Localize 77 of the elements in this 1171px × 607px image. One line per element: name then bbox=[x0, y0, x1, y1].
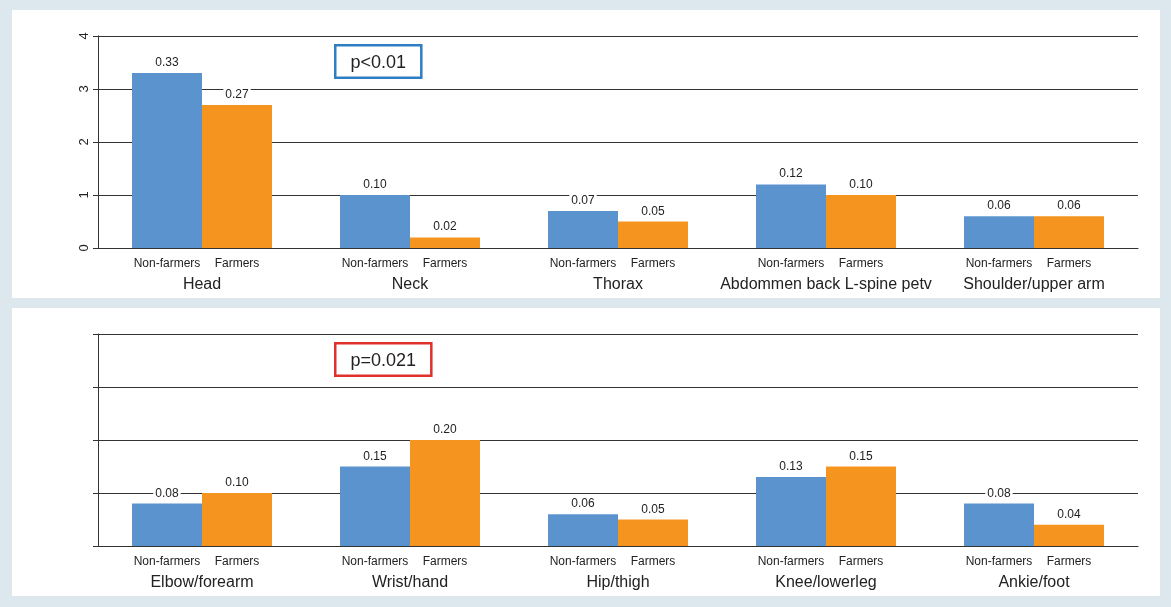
text: Non-farmers bbox=[341, 554, 409, 568]
y2-tick-label: 1 bbox=[76, 191, 91, 199]
bar bbox=[202, 493, 272, 546]
text: Farmers bbox=[422, 554, 468, 568]
x-tick-label: Neck bbox=[391, 274, 430, 292]
data-label: 0.04 bbox=[1057, 506, 1081, 521]
x-tick-label: Ankie/foot bbox=[998, 572, 1071, 590]
text: Farmers bbox=[838, 256, 884, 270]
text: Farmers bbox=[838, 554, 884, 568]
text: Non-farmers bbox=[341, 256, 409, 270]
data-label: 0.06 bbox=[987, 198, 1011, 213]
bar bbox=[756, 184, 826, 248]
bar bbox=[132, 73, 202, 248]
text: Farmers bbox=[422, 256, 468, 270]
text: Non-farmers bbox=[757, 256, 825, 270]
y2-tick-label: 2 bbox=[76, 138, 91, 146]
x-tick-label: Head bbox=[182, 274, 222, 292]
data-label: 0.10 bbox=[225, 475, 249, 489]
text: Farmers bbox=[1046, 554, 1092, 568]
bar bbox=[340, 466, 410, 546]
bar bbox=[618, 221, 688, 248]
data-label: 0.13 bbox=[779, 459, 803, 474]
y2-tick-label: 3 bbox=[76, 85, 91, 93]
series-label: Non-farmers bbox=[133, 554, 201, 568]
bar bbox=[756, 477, 826, 546]
x-tick-label: Thorax bbox=[593, 274, 643, 292]
text: Non-farmers bbox=[757, 554, 825, 568]
bar bbox=[618, 519, 688, 546]
text: Non-farmers bbox=[549, 554, 617, 568]
data-label: 0.06 bbox=[571, 496, 595, 511]
series-label: Non-farmers bbox=[133, 256, 201, 270]
data-label: 0.02 bbox=[433, 219, 457, 234]
data-label: 0.33 bbox=[155, 55, 179, 70]
bar bbox=[548, 514, 618, 546]
annotation: p<0.01 bbox=[350, 51, 407, 72]
series-label: Farmers bbox=[214, 554, 260, 568]
data-label: 0.12 bbox=[779, 166, 803, 181]
data-label: 0.07 bbox=[571, 192, 595, 207]
data-label: 0.10 bbox=[849, 177, 873, 191]
text: Farmers bbox=[630, 256, 676, 270]
text: Farmers bbox=[630, 554, 676, 568]
bar bbox=[410, 440, 480, 546]
data-label: 0.08 bbox=[987, 485, 1011, 500]
x-tick-label: Abdommen back L-spine petv bbox=[720, 274, 932, 292]
bar bbox=[964, 503, 1034, 546]
bar bbox=[826, 195, 896, 248]
bar bbox=[548, 210, 618, 248]
bar bbox=[410, 237, 480, 248]
data-label: 0.27 bbox=[225, 86, 249, 101]
x-tick-label: Knee/lowerleg bbox=[775, 572, 877, 590]
bar bbox=[1034, 216, 1104, 248]
bar bbox=[964, 216, 1034, 248]
text: Non-farmers bbox=[965, 256, 1033, 270]
x-tick-label: Hip/thigh bbox=[586, 572, 650, 590]
data-label: 0.05 bbox=[641, 203, 665, 218]
bar bbox=[202, 104, 272, 248]
annotation: p=0.021 bbox=[350, 349, 417, 370]
bar bbox=[826, 466, 896, 546]
x-tick-label: Elbow/forearm bbox=[150, 572, 254, 590]
series-label: Farmers bbox=[214, 256, 260, 270]
data-label: 0.05 bbox=[641, 501, 665, 516]
data-label: 0.06 bbox=[1057, 198, 1081, 213]
data-label: 0.15 bbox=[363, 448, 387, 463]
bar bbox=[340, 195, 410, 248]
bar bbox=[1034, 524, 1104, 546]
text: Non-farmers bbox=[549, 256, 617, 270]
x-tick-label: Shoulder/upper arm bbox=[963, 274, 1105, 292]
data-label: 0.15 bbox=[849, 448, 873, 463]
text: Non-farmers bbox=[965, 554, 1033, 568]
data-label: 0.20 bbox=[433, 422, 457, 436]
data-label: 0.10 bbox=[363, 177, 387, 191]
data-label: 0.08 bbox=[155, 485, 179, 500]
x-tick-label: Wrist/hand bbox=[371, 572, 449, 590]
y2-tick-label: 4 bbox=[76, 32, 91, 40]
y2-tick-label: 0 bbox=[76, 244, 91, 252]
text: Farmers bbox=[1046, 256, 1092, 270]
bar bbox=[132, 503, 202, 546]
